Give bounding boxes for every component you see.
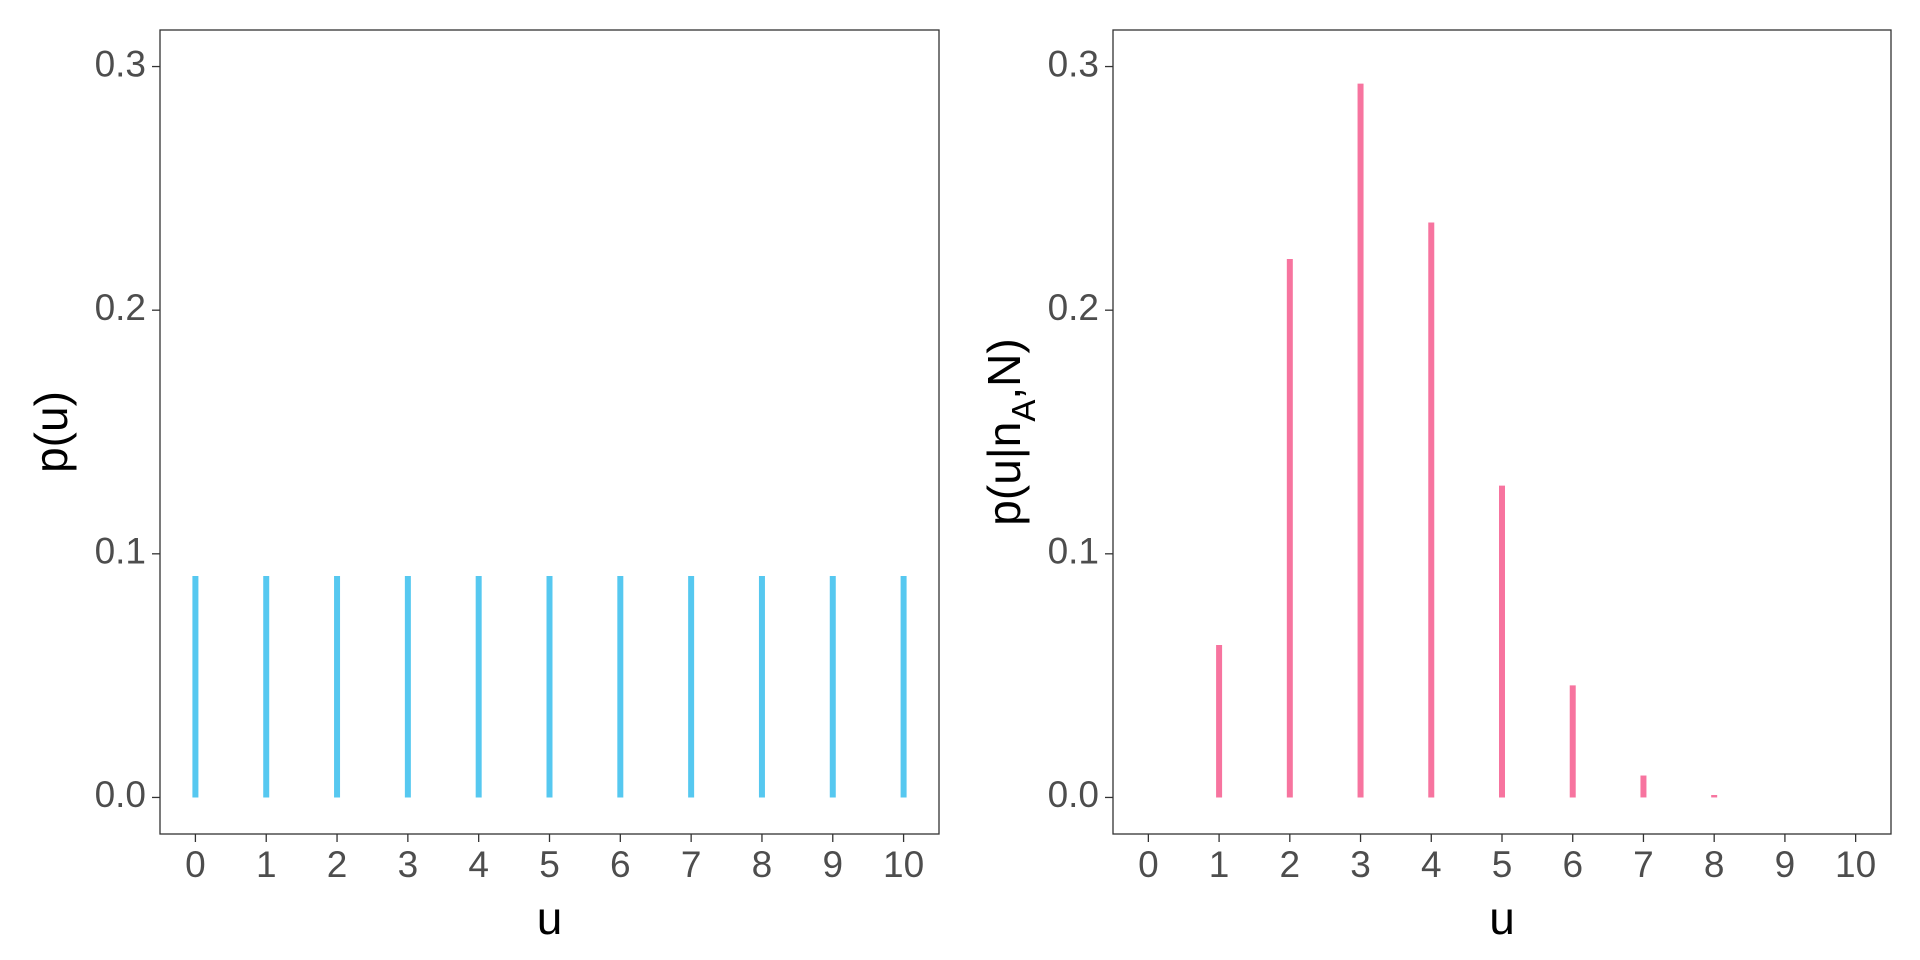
x-tick-label: 1 [256,844,277,885]
x-tick-label: 6 [1562,844,1583,885]
x-tick-label: 2 [327,844,348,885]
y-axis-label: p(u|nA,N) [978,338,1042,525]
x-tick-label: 0 [1138,844,1159,885]
x-tick-label: 0 [185,844,206,885]
x-tick-label: 3 [1350,844,1371,885]
x-tick-label: 10 [1835,844,1876,885]
y-axis-label: p(u) [25,391,77,473]
y-axis-label-part: p(u) [25,391,77,473]
y-axis-label-part: A [1005,400,1042,422]
y-axis-label-part: p(u|n [978,422,1030,526]
y-tick-label: 0.0 [95,774,146,815]
x-tick-label: 2 [1280,844,1301,885]
x-tick-label: 8 [1704,844,1725,885]
panel: 0.0 0.1 0.2 0.3 0 1 2 3 4 5 6 7 8 9 10 u p(u|nA,N) [978,29,1892,944]
x-tick-label: 1 [1209,844,1230,885]
x-tick-label: 5 [539,844,560,885]
x-tick-label: 4 [1421,844,1442,885]
x-tick-label: 4 [468,844,489,885]
y-tick-label: 0.2 [95,287,146,328]
panel: 0.0 0.1 0.2 0.3 0 1 2 3 4 5 6 7 8 9 10 u p(u) [25,29,940,944]
x-tick-label: 5 [1492,844,1513,885]
x-tick-label: 9 [1775,844,1796,885]
x-tick-label: 9 [822,844,843,885]
y-tick-label: 0.3 [95,43,146,84]
x-tick-label: 6 [610,844,631,885]
x-tick-label: 10 [883,844,924,885]
x-tick-label: 8 [752,844,773,885]
x-axis-label: u [1489,892,1515,944]
x-axis-label: u [537,892,563,944]
y-tick-label: 0.1 [95,531,146,572]
y-axis-label-part: ,N) [978,338,1030,399]
y-tick-label: 0.1 [1048,531,1099,572]
y-tick-label: 0.2 [1048,287,1099,328]
x-tick-label: 7 [1633,844,1654,885]
y-tick-label: 0.0 [1048,774,1099,815]
y-tick-label: 0.3 [1048,43,1099,84]
x-tick-label: 7 [681,844,702,885]
x-tick-label: 3 [398,844,419,885]
